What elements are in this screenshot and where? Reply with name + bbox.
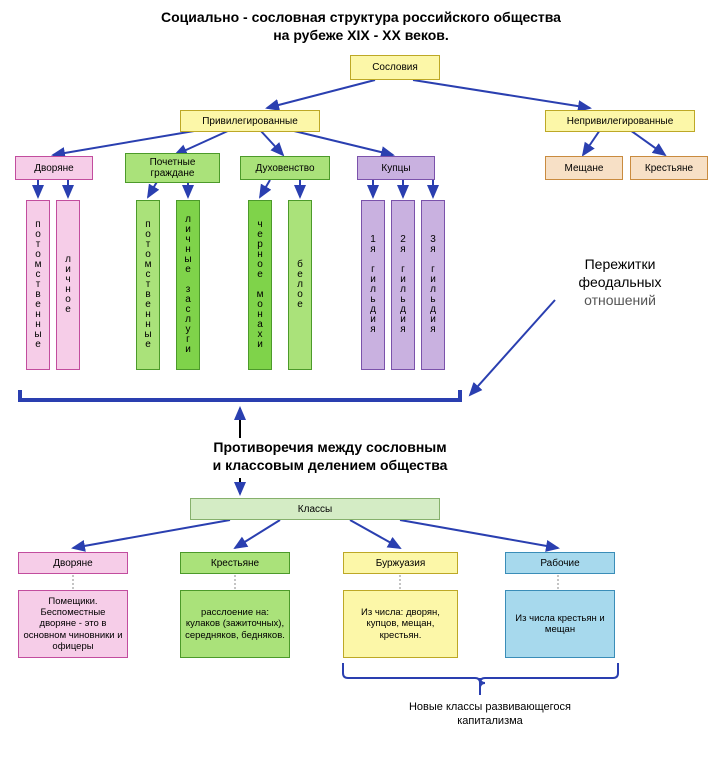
- estates-label: Сословия: [372, 62, 418, 73]
- title-line1: Социально - сословная структура российск…: [161, 9, 561, 25]
- desc-burzhuazia: Из числа: дворян, купцов, мещан, крестья…: [343, 590, 458, 658]
- sub-dvoryane-2: личное: [56, 200, 80, 370]
- sub-duhov-1: черное монахи: [248, 200, 272, 370]
- estate-pochetnye: Почетные граждане: [125, 153, 220, 183]
- estate-kupcy: Купцы: [357, 156, 435, 180]
- estates-box: Сословия: [350, 55, 440, 80]
- estate-krestyane: Крестьяне: [630, 156, 708, 180]
- sub-dvoryane-1: потомственные: [26, 200, 50, 370]
- mid-text: Противоречия между сословным и классовым…: [180, 438, 480, 474]
- privileged-label: Привилегированные: [202, 116, 298, 127]
- classes-box: Классы: [190, 498, 440, 520]
- estate-meshchane: Мещане: [545, 156, 623, 180]
- unprivileged-box: Непривилегированные: [545, 110, 695, 132]
- estate-duhovenstvo: Духовенство: [240, 156, 330, 180]
- sub-pochetnye-1: потомственные: [136, 200, 160, 370]
- desc-rabochie: Из числа крестьян и мещан: [505, 590, 615, 658]
- class-krestyane: Крестьяне: [180, 552, 290, 574]
- side-text: Пережитки феодальных отношений: [540, 255, 700, 310]
- desc-dvoryane: Помещики. Беспоместные дворяне - это в о…: [18, 590, 128, 658]
- desc-krestyane: расслоение на: кулаков (зажиточных), сер…: [180, 590, 290, 658]
- class-dvoryane: Дворяне: [18, 552, 128, 574]
- unprivileged-label: Непривилегированные: [567, 116, 674, 127]
- estate-dvoryane: Дворяне: [15, 156, 93, 180]
- sub-kupcy-3: 3я гильдия: [421, 200, 445, 370]
- title-line2: на рубеже XIX - XX веков.: [273, 27, 449, 43]
- sub-kupcy-1: 1я гильдия: [361, 200, 385, 370]
- sub-pochetnye-2: личные заслуги: [176, 200, 200, 370]
- diagram-title: Социально - сословная структура российск…: [0, 0, 722, 48]
- bottom-text: Новые классы развивающегося капитализма: [380, 700, 600, 729]
- class-burzhuazia: Буржуазия: [343, 552, 458, 574]
- privileged-box: Привилегированные: [180, 110, 320, 132]
- sub-duhov-2: белое: [288, 200, 312, 370]
- class-rabochie: Рабочие: [505, 552, 615, 574]
- sub-kupcy-2: 2я гильдия: [391, 200, 415, 370]
